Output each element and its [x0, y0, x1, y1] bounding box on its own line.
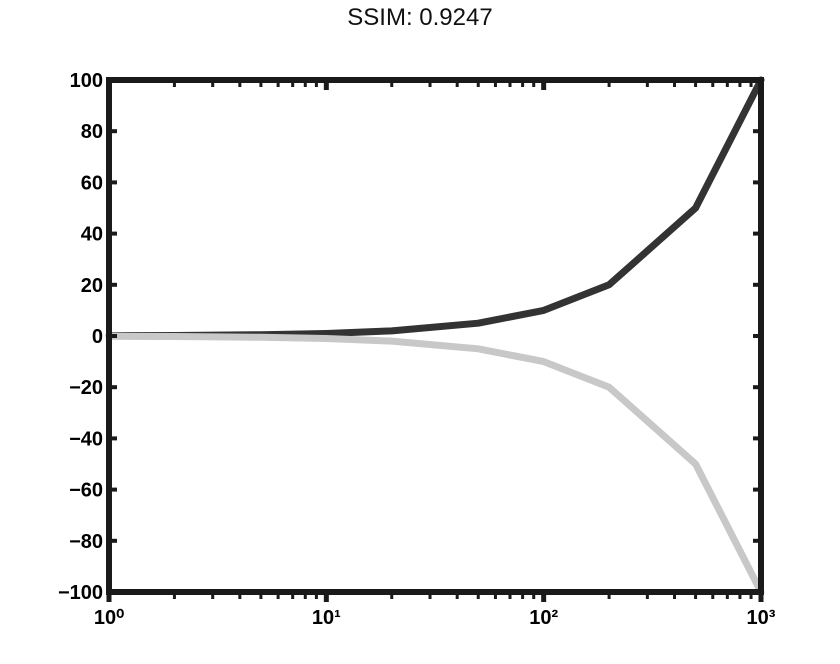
series-layer — [105, 76, 765, 596]
y-tick-label: −20 — [69, 377, 103, 399]
y-tick-label: −80 — [69, 531, 103, 553]
y-tick-label: 80 — [81, 121, 103, 143]
x-tick-label: 10⁰ — [94, 607, 124, 629]
labels-layer: 10⁰ 10¹ 10² 10³ −100 −80 −60 −40 −20 0 20 40 60 80 100 — [58, 70, 776, 629]
y-tick-label: 0 — [92, 326, 103, 348]
y-tick-label: 60 — [81, 172, 103, 194]
ticks-layer — [106, 78, 764, 602]
x-tick-label: 10³ — [747, 607, 776, 629]
series-line-2 — [105, 332, 765, 596]
y-tick-label: −100 — [58, 582, 103, 604]
y-tick-label: −60 — [69, 480, 103, 502]
x-tick-label: 10¹ — [312, 607, 341, 629]
y-tick-label: −40 — [69, 428, 103, 450]
series-line-1 — [105, 76, 765, 340]
x-tick-label: 10² — [529, 607, 558, 629]
axes-frame — [106, 77, 764, 595]
chart-title: SSIM: 0.9247 — [347, 4, 493, 31]
y-tick-label: 100 — [70, 70, 103, 92]
y-tick-label: 20 — [81, 275, 103, 297]
y-tick-label: 40 — [81, 224, 103, 246]
